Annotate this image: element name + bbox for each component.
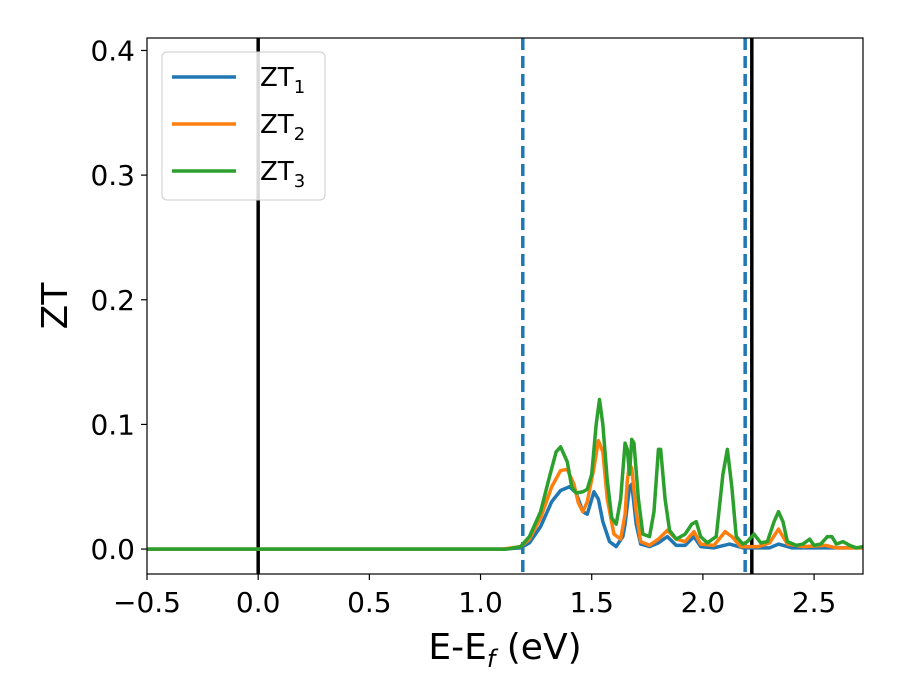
x-axis-title-main: E-E <box>428 627 486 668</box>
legend-box <box>161 51 326 201</box>
y-tick-label: 0.2 <box>90 284 135 317</box>
x-tick-label: 2.0 <box>681 586 726 619</box>
x-tick-label: −0.5 <box>113 586 181 619</box>
x-axis: −0.5 0.0 0.5 1.0 1.5 2.0 2.5 <box>113 574 836 619</box>
reference-lines <box>256 38 754 574</box>
x-tick-label: 2.5 <box>792 586 837 619</box>
y-axis-title: ZT <box>35 282 76 330</box>
plot-frame <box>146 37 864 575</box>
y-tick-label: 0.1 <box>90 408 135 441</box>
x-axis-title-unit: (eV) <box>495 627 581 668</box>
x-tick-label: 1.0 <box>458 586 503 619</box>
y-tick-label: 0.0 <box>90 533 135 566</box>
legend: ZT1 ZT2 ZT3 <box>161 51 326 201</box>
x-tick-label: 0.0 <box>236 586 281 619</box>
legend-label-zt1: ZT1 <box>260 63 305 98</box>
series-line-zt2 <box>147 438 863 551</box>
x-tick-label: 1.5 <box>569 586 614 619</box>
series-line-zt3 <box>147 397 863 551</box>
y-tick-label: 0.3 <box>90 159 135 192</box>
legend-label-zt2: ZT2 <box>260 110 305 145</box>
x-axis-title: E-Ef (eV) <box>428 627 581 673</box>
series-line-zt1 <box>147 482 863 551</box>
x-tick-label: 0.5 <box>347 586 392 619</box>
y-tick-label: 0.4 <box>90 34 135 67</box>
series-lines <box>147 397 863 551</box>
legend-label-zt3: ZT3 <box>260 157 305 192</box>
y-axis: 0.0 0.1 0.2 0.3 0.4 <box>90 34 147 566</box>
